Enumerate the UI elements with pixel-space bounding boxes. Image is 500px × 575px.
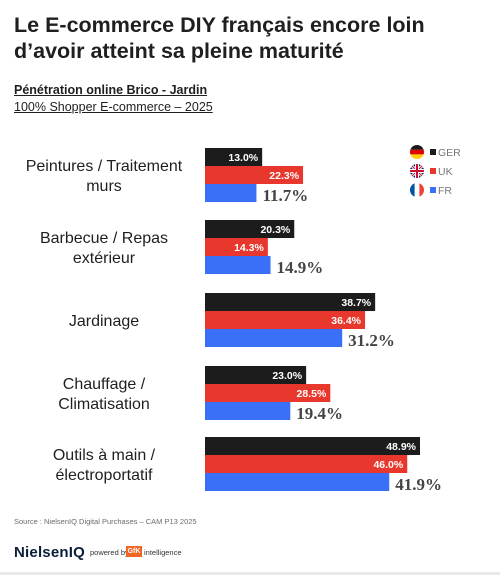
data-label-uk: 46.0% (373, 459, 403, 471)
data-label-fr: 14.9% (277, 258, 324, 277)
category-label: extérieur (73, 250, 136, 267)
bar-fr (205, 256, 271, 274)
legend-label: FR (438, 185, 452, 197)
bar-uk (205, 384, 331, 402)
intelligence-text: intelligence (144, 548, 182, 557)
bar-uk (205, 166, 304, 184)
nielseniq-logo: NielsenIQ (14, 544, 85, 561)
chart-subtitle-scope: 100% Shopper E-commerce – 2025 (14, 100, 213, 114)
footer-divider (0, 572, 500, 575)
legend-swatch (430, 187, 436, 193)
legend-label: GER (438, 147, 461, 159)
bar-fr (205, 473, 390, 491)
category-label: électroportatif (56, 467, 153, 484)
gfk-logo: GfK (126, 546, 142, 557)
category-label: Chauffage / (63, 376, 146, 393)
bar-fr (205, 184, 257, 202)
legend-swatch (430, 149, 436, 155)
data-label-fr: 11.7% (262, 186, 308, 205)
category-label: Barbecue / Repas (40, 230, 168, 247)
bar-ger (205, 148, 263, 166)
category-label: murs (86, 178, 122, 195)
data-label-ger: 23.0% (272, 370, 302, 382)
chart-title: Le E-commerce DIY français encore loin d… (14, 13, 425, 63)
data-label-uk: 14.3% (234, 242, 264, 254)
bar-uk (205, 311, 366, 329)
bar-uk (205, 455, 408, 473)
data-label-fr: 19.4% (296, 404, 343, 423)
data-label-fr: 41.9% (395, 475, 442, 494)
legend-item-ger: GER (410, 145, 461, 159)
bar-uk (205, 238, 268, 256)
uk-flag-icon (410, 164, 424, 178)
bar-ger (205, 220, 295, 238)
chart-subtitle: Pénétration online Brico - Jardin (14, 83, 208, 97)
powered-by-text: powered by (90, 548, 129, 557)
data-label-ger: 20.3% (260, 224, 290, 236)
source-note: Source : NielsenIQ Digital Purchases – C… (14, 517, 197, 526)
legend-swatch (430, 168, 436, 174)
bar-fr (205, 402, 291, 420)
data-label-ger: 13.0% (228, 152, 258, 164)
france-flag-icon (410, 183, 424, 197)
data-label-uk: 22.3% (269, 170, 299, 182)
category-label: Peintures / Traitement (26, 158, 183, 175)
data-label-uk: 36.4% (331, 315, 361, 327)
data-label-fr: 31.2% (348, 331, 395, 350)
data-label-ger: 38.7% (341, 297, 371, 309)
category-label: Jardinage (69, 313, 139, 330)
category-label: Climatisation (58, 396, 150, 413)
category-label: Outils à main / (53, 447, 156, 464)
data-label-ger: 48.9% (386, 441, 416, 453)
bar-fr (205, 329, 343, 347)
germany-flag-icon (410, 145, 424, 159)
bar-ger (205, 293, 376, 311)
bar-ger (205, 366, 307, 384)
data-label-uk: 28.5% (297, 388, 327, 400)
legend-item-fr: FR (410, 183, 452, 197)
legend-item-uk: UK (410, 164, 453, 178)
bar-ger (205, 437, 420, 455)
legend-label: UK (438, 166, 453, 178)
